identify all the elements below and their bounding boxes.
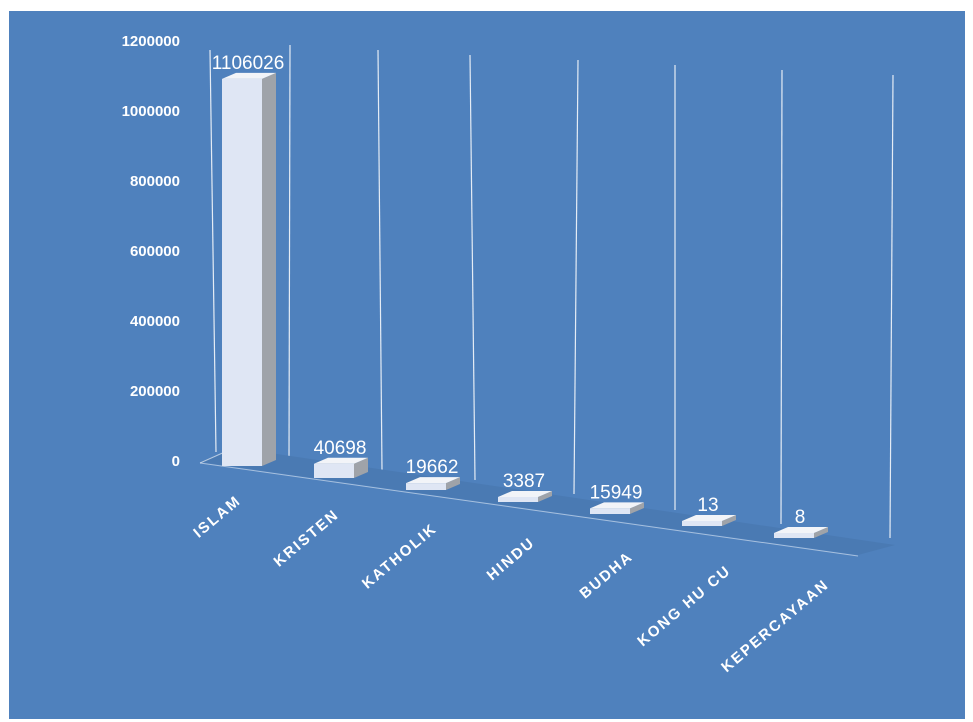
bar-top-face [498,491,552,497]
y-tick-label: 0 [172,453,180,470]
bar-side-face [446,477,460,490]
category-label: KATHOLIK [359,520,441,592]
bar-top-face [774,527,828,533]
bar [314,457,368,478]
data-label: 40698 [314,438,367,459]
data-label: 3387 [503,471,545,492]
bar-top-face [682,515,736,521]
bar-front-face [314,463,354,478]
data-label: 1106026 [212,53,285,74]
category-label: KEPERCAYAAN [718,576,832,676]
category-label: KONG HU CU [634,562,734,650]
gridline [209,49,217,453]
data-label: 19662 [406,457,459,478]
data-label: 13 [697,495,718,516]
bar [498,491,552,502]
bar-side-face [814,527,828,538]
gridline [780,69,783,525]
y-tick-label: 400000 [130,313,180,330]
bar [682,515,736,526]
data-labels: 1106026 40698 19662 3387 15949 13 8 [212,53,806,528]
bar-front-face [682,521,722,526]
y-tick-label: 1000000 [122,103,180,120]
bar-front-face [774,533,814,538]
bar-side-face [722,515,736,526]
bar-top-face [314,457,368,464]
bar-side-face [354,457,368,478]
bar-top-face [406,477,460,484]
data-label: 15949 [590,482,643,503]
y-axis-ticks: 0 200000 400000 600000 800000 1000000 1200000 [122,33,180,470]
y-tick-label: 800000 [130,173,180,190]
gridline [469,54,476,481]
gridline [889,74,894,539]
bar-front-face [498,497,538,502]
bar [222,72,276,466]
bar-top-face [590,502,644,509]
chart-area [9,11,965,719]
y-tick-label: 600000 [130,243,180,260]
bar-side-face [262,72,276,466]
floor-edge-front [199,462,859,557]
bar-front-face [406,483,446,490]
category-label: HINDU [484,534,539,584]
gridline [573,59,579,495]
bar [590,502,644,514]
data-label: 8 [795,507,806,528]
bar-side-face [630,502,644,514]
gridline [288,44,291,461]
bars [222,72,828,538]
bar-front-face [222,78,262,466]
gridline [377,49,383,471]
bar-side-face [538,491,552,502]
bar [774,527,828,538]
floor-plane [200,448,895,555]
category-label: KRISTEN [270,506,342,570]
bar [406,477,460,490]
bar-top-face [222,72,276,79]
gridlines [209,44,894,539]
category-label: BUDHA [576,548,636,602]
y-tick-label: 200000 [130,383,180,400]
bar-front-face [590,508,630,514]
y-tick-label: 1200000 [122,33,180,50]
category-label: ISLAM [190,492,244,541]
